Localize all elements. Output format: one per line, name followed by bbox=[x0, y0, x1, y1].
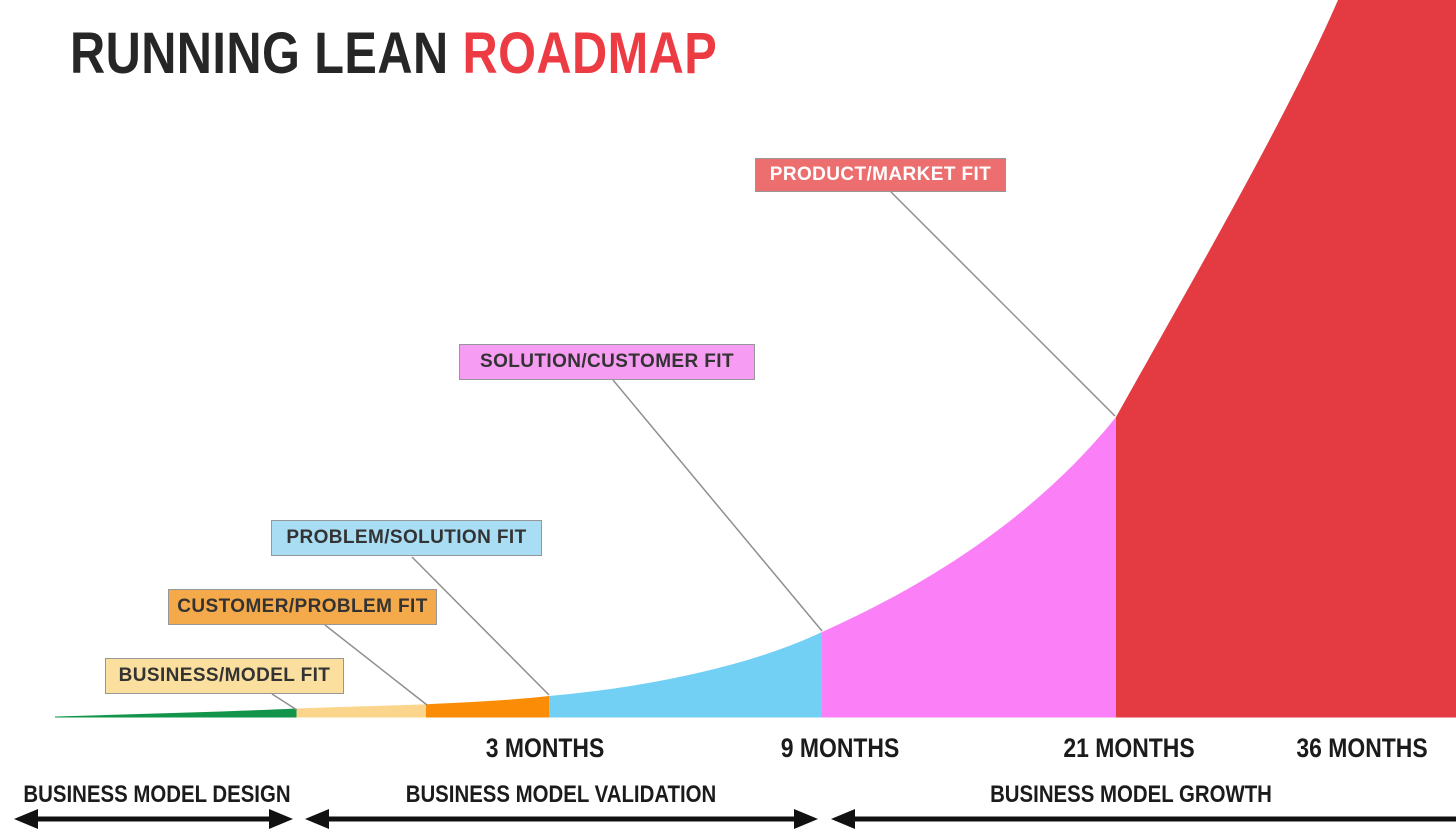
leader-lines bbox=[271, 191, 1116, 711]
page-title-red: ROADMAP bbox=[462, 21, 718, 86]
x-tick-36-months: 36 MONTHS bbox=[1296, 733, 1428, 763]
leader-product-market-fit bbox=[890, 191, 1116, 417]
phase-business-model-growth: BUSINESS MODEL GROWTH bbox=[990, 781, 1272, 808]
leader-customer-problem-fit bbox=[324, 624, 428, 706]
label-business-model-fit: BUSINESS/MODEL FIT bbox=[105, 658, 344, 694]
phase-business-model-validation: BUSINESS MODEL VALIDATION bbox=[405, 781, 717, 808]
arrow-business-model-validation bbox=[305, 809, 818, 829]
arrow-business-model-design bbox=[14, 809, 293, 829]
phase-arrows bbox=[14, 809, 1456, 829]
leader-solution-customer-fit bbox=[612, 379, 823, 632]
label-solution-customer-fit: SOLUTION/CUSTOMER FIT bbox=[459, 344, 755, 380]
x-tick-21-months: 21 MONTHS bbox=[1063, 733, 1195, 763]
label-problem-solution-fit: PROBLEM/SOLUTION FIT bbox=[271, 520, 542, 556]
label-customer-problem-fit: CUSTOMER/PROBLEM FIT bbox=[168, 589, 437, 625]
phase-business-model-design: BUSINESS MODEL DESIGN bbox=[23, 781, 291, 808]
x-tick-3-months: 3 MONTHS bbox=[485, 733, 605, 763]
page-title-black: RUNNING LEAN bbox=[70, 21, 463, 86]
arrow-business-model-growth bbox=[831, 809, 1456, 829]
label-product-market-fit: PRODUCT/MARKET FIT bbox=[755, 158, 1006, 192]
page-title: RUNNING LEAN ROADMAP bbox=[70, 20, 717, 87]
leader-business-model-fit bbox=[271, 693, 298, 711]
leader-problem-solution-fit bbox=[411, 556, 550, 696]
x-tick-9-months: 9 MONTHS bbox=[780, 733, 900, 763]
